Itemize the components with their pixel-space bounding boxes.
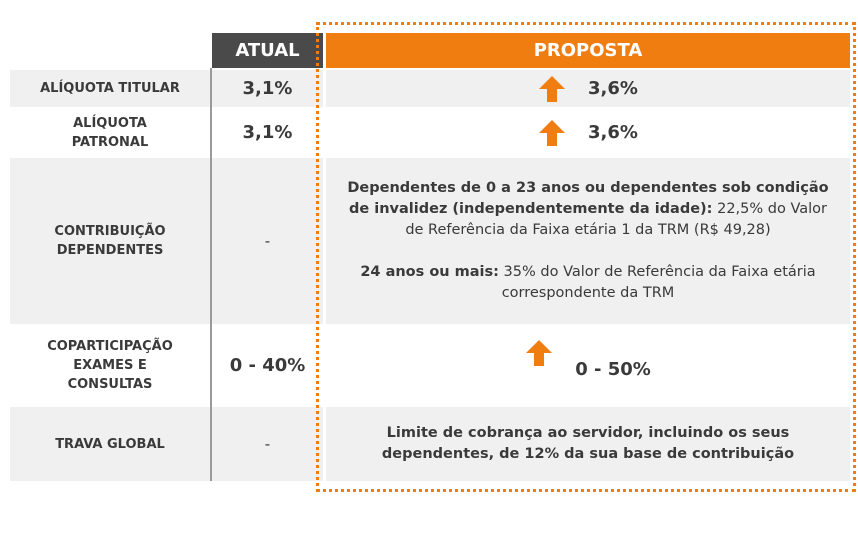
header-proposta: PROPOSTA [326, 33, 850, 68]
row-label: CONTRIBUIÇÃO DEPENDENTES [10, 158, 210, 324]
column-divider [210, 68, 212, 481]
paragraph: Dependentes de 0 a 23 anos ou dependente… [340, 178, 836, 241]
header-atual: ATUAL [212, 33, 323, 68]
row-label: ALÍQUOTA TITULAR [10, 70, 210, 107]
atual-value: - [212, 158, 323, 324]
strong-text: 24 anos ou mais: [360, 264, 499, 280]
up-arrow [526, 339, 553, 366]
proposta-value: 3,6% [588, 122, 638, 143]
proposta-cell: 3,6% [326, 108, 850, 157]
atual-value: 3,1% [212, 70, 323, 107]
proposta-value: Limite de cobrança ao servidor, incluind… [326, 407, 850, 481]
strong-text: Dependentes de 0 a 23 anos ou dependente… [347, 180, 829, 217]
atual-value: 3,1% [242, 122, 293, 143]
paragraph: 24 anos ou mais: 35% do Valor de Referên… [340, 262, 836, 304]
row-label: COPARTICIPAÇÃO EXAMES E CONSULTAS [47, 339, 173, 392]
atual-value: - [212, 407, 323, 481]
proposta-value: 0 - 50% [575, 359, 651, 380]
text: 35% do Valor de Referência da Faixa etár… [498, 264, 816, 301]
up-arrow [539, 75, 566, 102]
proposta-cell: Dependentes de 0 a 23 anos ou dependente… [326, 158, 850, 324]
proposta-cell: 0 - 50% [326, 325, 850, 406]
proposta-cell: 3,6% [326, 70, 850, 107]
proposta-value: 3,6% [588, 78, 638, 99]
row-label: ALÍQUOTA PATRONAL [71, 115, 149, 150]
up-arrow [539, 119, 566, 146]
row-label: TRAVA GLOBAL [10, 407, 210, 481]
atual-value: 0 - 40% [229, 355, 306, 376]
text: 22,5% do Valor de Referência da Faixa et… [405, 201, 827, 238]
highlight-frame [316, 22, 856, 492]
